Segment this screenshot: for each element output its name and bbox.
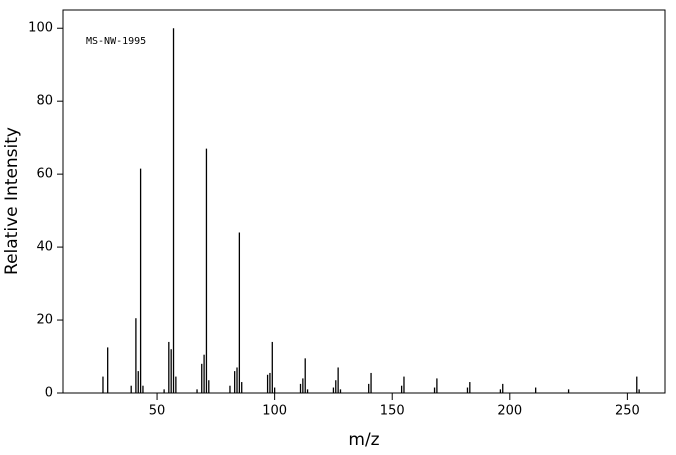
x-tick-label: 100 (262, 404, 287, 419)
x-tick-label: 250 (615, 404, 640, 419)
y-axis-label: Relative Intensity (2, 127, 22, 275)
y-tick-label: 20 (36, 313, 53, 328)
x-tick-label: 150 (380, 404, 405, 419)
y-tick-label: 0 (45, 386, 53, 401)
y-tick-label: 100 (28, 21, 53, 36)
y-tick-label: 40 (36, 240, 53, 255)
x-tick-label: 50 (149, 404, 166, 419)
y-tick-label: 80 (36, 94, 53, 109)
x-tick-label: 200 (497, 404, 522, 419)
annotation: MS-NW-1995 (86, 36, 146, 47)
y-tick-label: 60 (36, 167, 53, 182)
plot-frame (62, 9, 666, 394)
x-axis-label: m/z (348, 430, 379, 450)
